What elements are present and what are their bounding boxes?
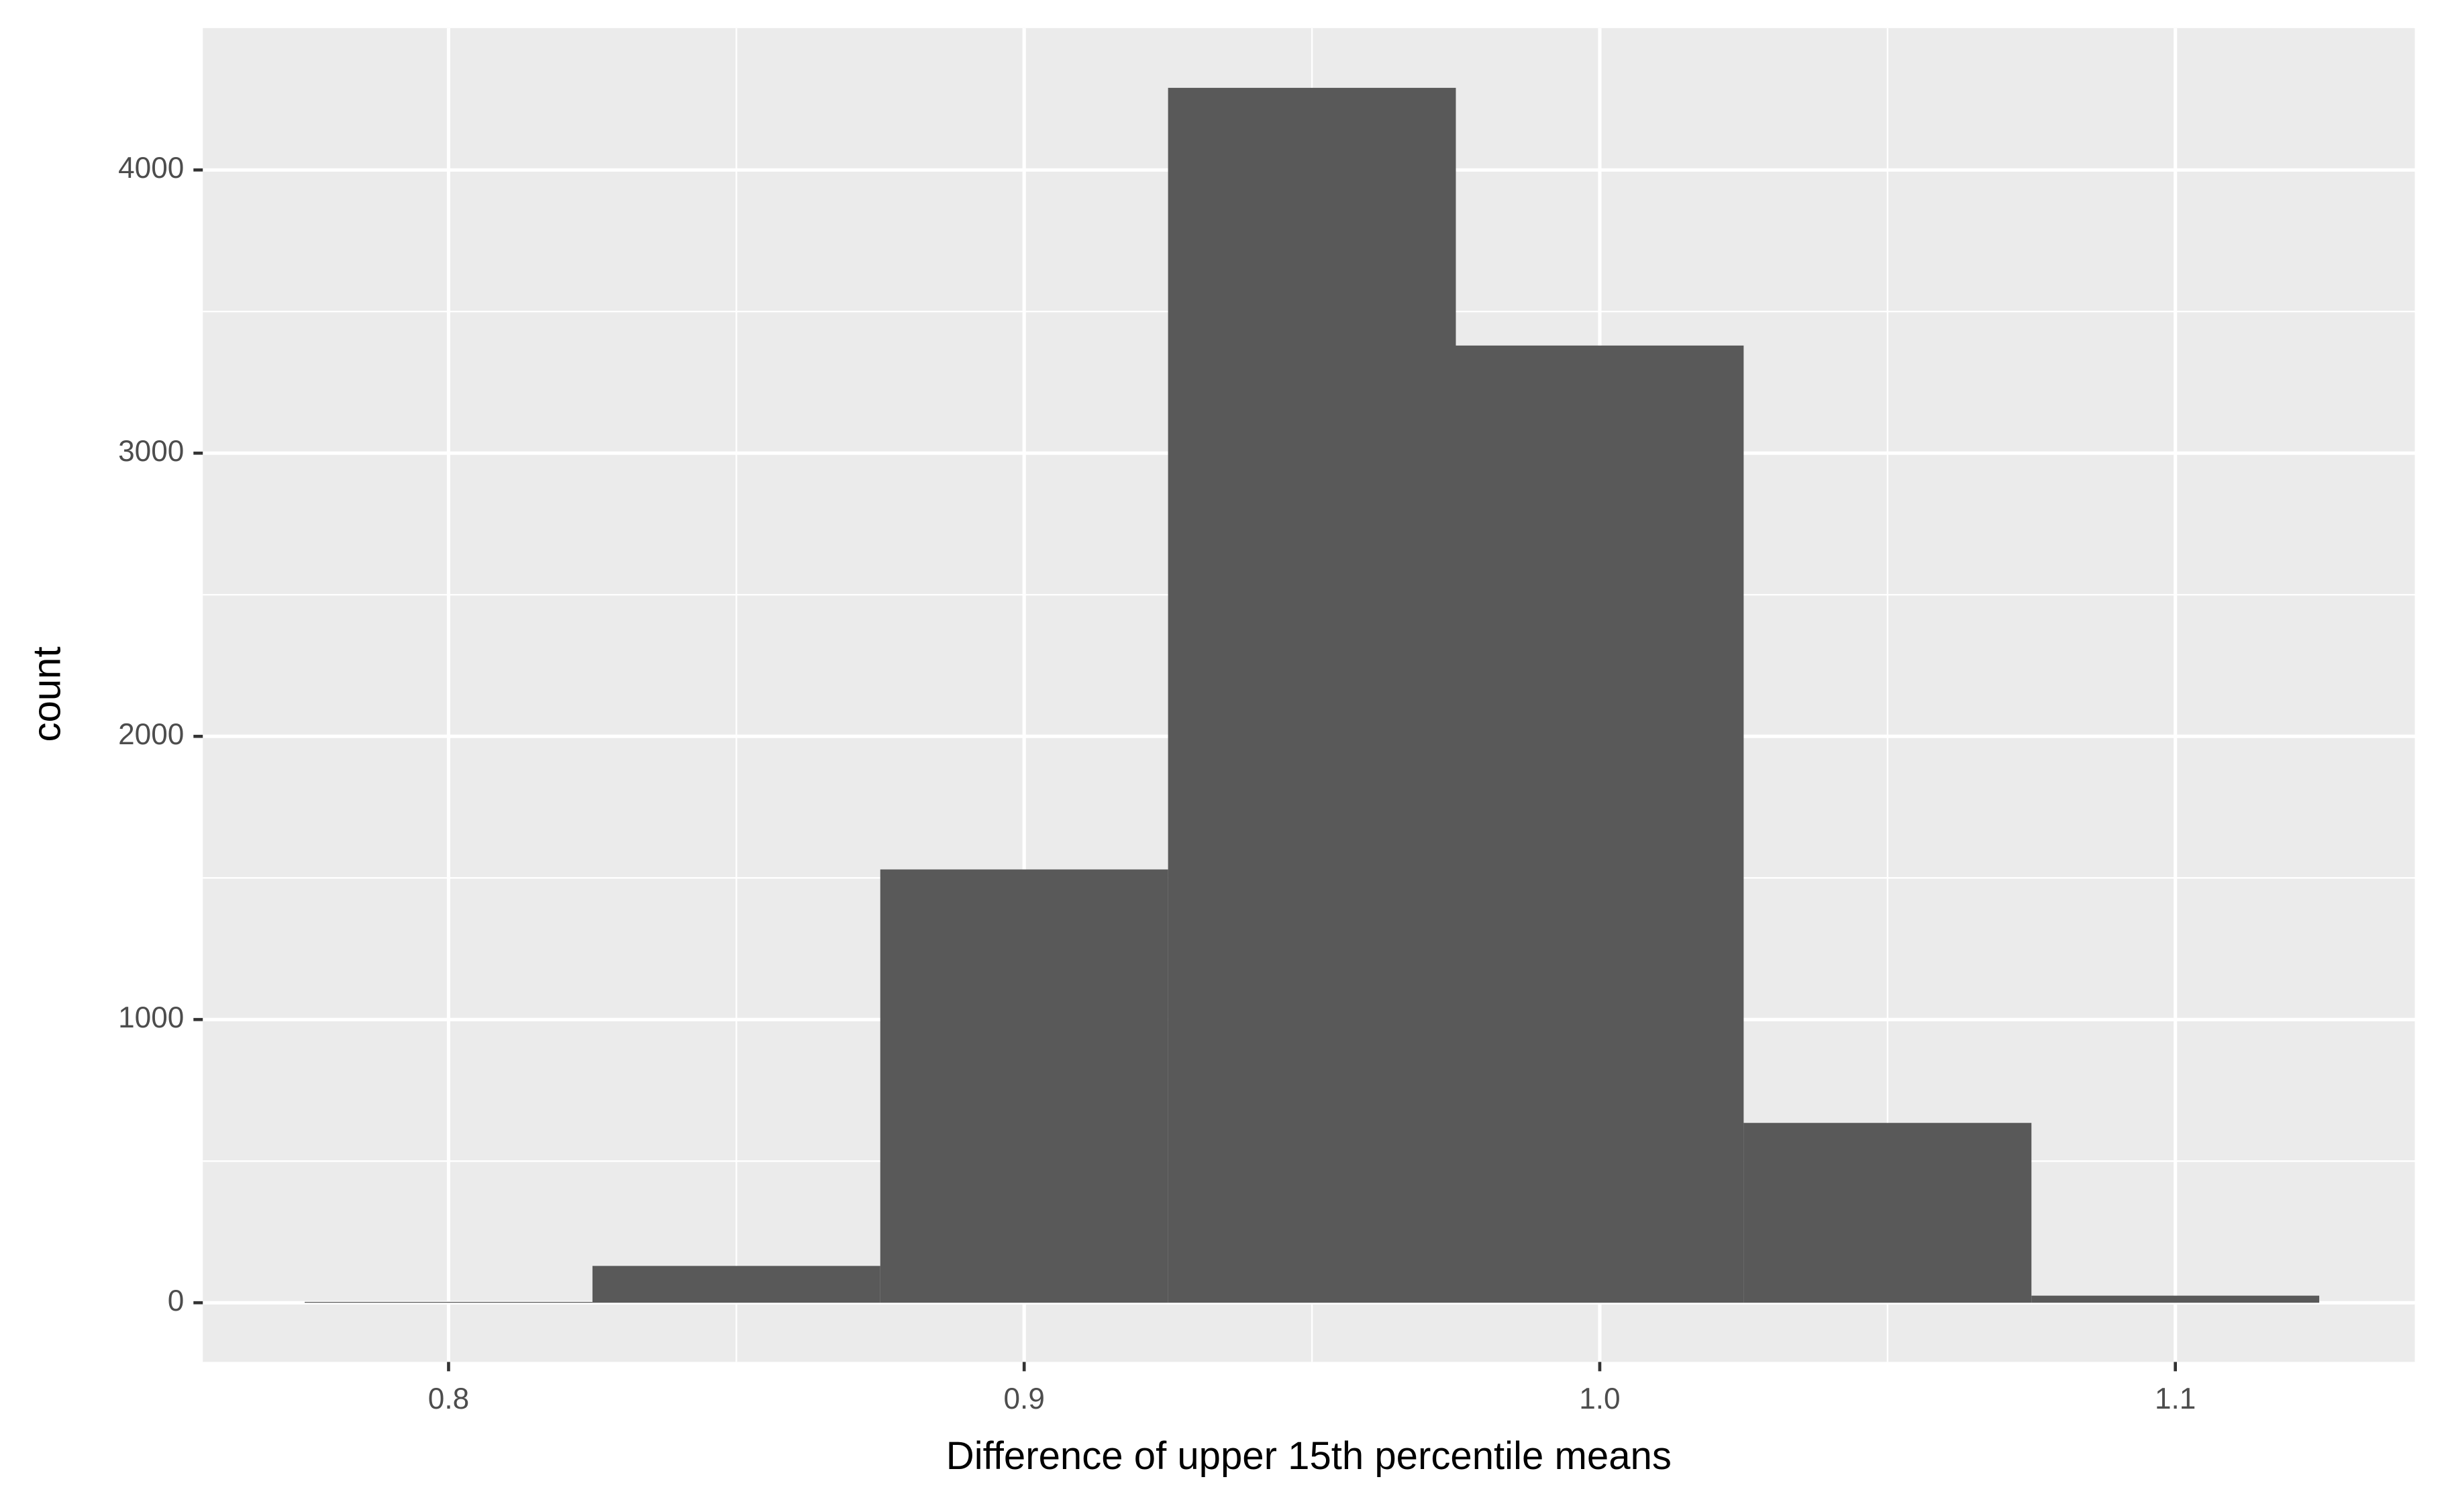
bar xyxy=(305,1301,593,1303)
bar xyxy=(592,1266,880,1303)
x-tick-label: 1.0 xyxy=(1579,1382,1620,1415)
y-tick-label: 2000 xyxy=(118,718,184,751)
axes: 0.8 0.9 1.0 1.1 0 1000 2000 3000 4000 xyxy=(118,152,2196,1415)
bar xyxy=(880,869,1168,1303)
y-tick-label: 3000 xyxy=(118,435,184,468)
y-tick-label: 1000 xyxy=(118,1001,184,1034)
bar xyxy=(1456,345,1744,1303)
x-tick-label: 0.9 xyxy=(1004,1382,1045,1415)
y-tick-label: 4000 xyxy=(118,152,184,185)
y-axis-title: count xyxy=(26,646,69,742)
bar xyxy=(2031,1295,2320,1303)
x-tick-label: 1.1 xyxy=(2155,1382,2196,1415)
y-tick-label: 0 xyxy=(168,1284,185,1317)
x-axis-title: Difference of upper 15th percentile mean… xyxy=(946,1434,1672,1478)
bar xyxy=(1743,1123,2032,1303)
x-tick-label: 0.8 xyxy=(428,1382,469,1415)
bar xyxy=(1168,87,1456,1303)
bars xyxy=(305,87,2320,1303)
